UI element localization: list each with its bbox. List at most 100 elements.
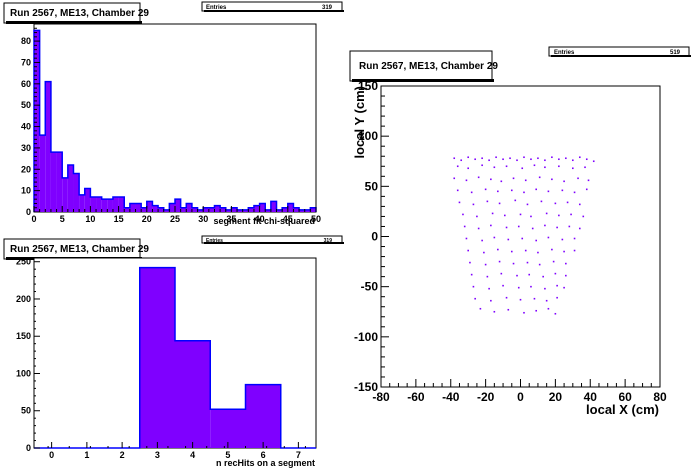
- xy-point: [497, 248, 499, 251]
- xy-point: [476, 215, 478, 218]
- xy-point: [578, 203, 581, 206]
- x-tick-label: 20: [549, 390, 563, 404]
- x-tick-label: -20: [477, 390, 495, 404]
- xy-point: [526, 203, 529, 206]
- x-tick-label: 80: [653, 390, 667, 404]
- chi2-stats-box: Entries 319: [201, 1, 344, 12]
- xy-point: [556, 296, 558, 299]
- xy-point: [554, 272, 557, 275]
- y-tick-label: 50: [365, 179, 379, 193]
- xy-point: [456, 189, 459, 192]
- xy-point: [566, 201, 569, 204]
- xy-point: [573, 249, 576, 252]
- chi2-bar: [237, 209, 243, 212]
- xy-point: [551, 156, 553, 159]
- xy-point: [516, 159, 518, 162]
- nhits-stats-label: Entries: [206, 238, 223, 244]
- chi2-bar: [180, 207, 187, 212]
- xy-point: [556, 226, 558, 229]
- y-tick-label: 10: [21, 186, 31, 196]
- xy-point: [544, 224, 546, 227]
- xy-point: [531, 227, 534, 230]
- xy-point: [488, 287, 490, 290]
- xy-point: [490, 299, 492, 302]
- x-tick-label: 40: [255, 214, 265, 224]
- nhits-bar: [175, 340, 211, 448]
- xy-point: [465, 237, 468, 240]
- xy-point: [556, 284, 558, 287]
- chi2-bar: [163, 209, 170, 212]
- xy-point: [486, 275, 489, 278]
- chi2-bar: [152, 205, 159, 212]
- chi2-bar: [84, 188, 91, 212]
- chi2-bar: [231, 207, 238, 212]
- xy-point: [481, 239, 483, 242]
- chi2-bar: [299, 209, 305, 212]
- chi2-bar: [67, 165, 74, 212]
- xy-point: [512, 262, 515, 265]
- chi2-bar: [276, 209, 283, 212]
- xy-point: [505, 226, 508, 229]
- xy-point: [547, 190, 550, 193]
- xy-point: [484, 188, 487, 191]
- xy-point: [483, 251, 485, 254]
- chi2-bar: [101, 199, 108, 212]
- chi2-bar: [191, 207, 198, 212]
- xy-point: [547, 307, 550, 310]
- xy-point: [472, 203, 475, 206]
- chi2-bar: [124, 207, 130, 212]
- x-tick-label: -60: [407, 390, 425, 404]
- y-tick-label: 100: [16, 368, 31, 378]
- chi2-bar: [270, 201, 277, 212]
- xy-point: [554, 202, 557, 205]
- y-tick-label: -50: [361, 280, 379, 294]
- chi2-bar: [208, 207, 215, 212]
- xy-point: [545, 212, 548, 215]
- xy-point: [538, 263, 541, 266]
- xy-point: [486, 200, 489, 203]
- xy-point: [498, 260, 501, 263]
- nhits-title: Run 2567, ME13, Chamber 29: [10, 244, 149, 255]
- xy-point: [570, 213, 572, 216]
- xy-point: [563, 286, 565, 289]
- y-tick-label: 60: [21, 79, 31, 89]
- xy-point: [507, 308, 510, 311]
- xy-point: [481, 164, 483, 167]
- xy-point: [585, 158, 588, 161]
- xy-point: [484, 263, 487, 266]
- xy-point: [537, 251, 539, 254]
- chi2-frame: [33, 23, 317, 213]
- xy-point: [491, 212, 494, 215]
- x-tick-label: 0: [31, 214, 36, 224]
- xy-point: [572, 159, 574, 162]
- chi2-bar: [220, 207, 226, 212]
- chi2-bar: [214, 205, 221, 212]
- xy-point: [565, 274, 567, 277]
- x-tick-label: 35: [226, 214, 236, 224]
- local-xy-scatter-panel: Run 2567, ME13, Chamber 29 Entries 519 -…: [349, 46, 691, 417]
- x-tick-label: 2: [120, 450, 125, 460]
- xy-point: [521, 167, 524, 170]
- xy-point: [493, 166, 496, 169]
- xy-point: [463, 225, 466, 228]
- xy-point: [517, 225, 520, 228]
- y-tick-label: 80: [21, 36, 31, 46]
- xy-point: [558, 165, 560, 168]
- xy-point: [514, 199, 517, 202]
- xy-point: [490, 178, 492, 181]
- y-tick-label: 70: [21, 57, 31, 67]
- chi2-bar: [39, 135, 46, 212]
- x-tick-label: 0: [49, 450, 54, 460]
- xy-point: [477, 176, 480, 179]
- xy-point: [537, 157, 539, 160]
- xy-points: [453, 156, 595, 315]
- xy-point: [498, 202, 501, 205]
- xy-title: Run 2567, ME13, Chamber 29: [359, 61, 498, 72]
- xy-point: [558, 214, 560, 217]
- xy-point: [528, 273, 531, 276]
- xy-point: [573, 191, 576, 194]
- x-tick-label: 5: [60, 214, 65, 224]
- chi2-bar: [62, 177, 68, 212]
- xy-point: [519, 213, 522, 216]
